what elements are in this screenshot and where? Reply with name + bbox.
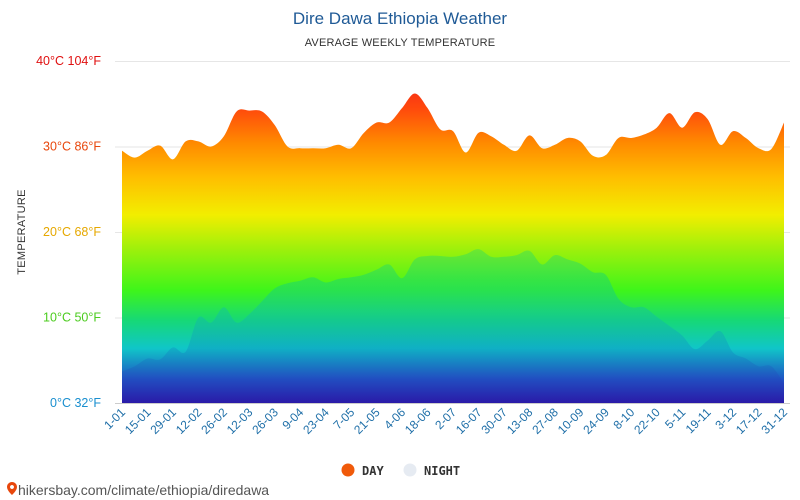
x-tick-label: 29-01 [147, 405, 179, 437]
x-tick-label: 22-10 [631, 405, 663, 437]
footer-url[interactable]: hikersbay.com/climate/ethiopia/diredawa [18, 482, 269, 498]
legend-night-marker [403, 463, 417, 477]
legend-night-label: NIGHT [424, 464, 460, 478]
y-tick-label: 30°C 86°F [43, 140, 101, 154]
y-tick-label: 40°C 104°F [36, 54, 101, 68]
y-axis-ticks: 0°C 32°F 10°C 50°F 20°C 68°F 30°C 86°F 40°C … [36, 54, 101, 410]
x-tick-label: 12-03 [224, 405, 256, 437]
y-tick-label: 20°C 68°F [43, 225, 101, 239]
legend-day-marker [341, 463, 355, 477]
x-tick-label: 15-01 [122, 405, 154, 437]
x-tick-label: 30-07 [478, 405, 510, 437]
x-tick-label: 27-08 [529, 405, 561, 437]
legend-item-day[interactable]: DAY [341, 463, 385, 479]
map-pin-icon [7, 482, 17, 495]
x-tick-label: 26-03 [249, 405, 281, 437]
x-tick-label: 19-11 [683, 405, 714, 436]
x-tick-label: 24-09 [580, 405, 612, 437]
y-axis-label: TEMPERATURE [16, 189, 28, 275]
x-tick-label: 26-02 [198, 405, 230, 437]
chart-subtitle: AVERAGE WEEKLY TEMPERATURE [305, 37, 496, 49]
x-tick-label: 12-02 [173, 405, 205, 437]
legend-day-label: DAY [362, 464, 384, 478]
y-tick-label: 10°C 50°F [43, 311, 101, 325]
x-tick-label: 21-05 [351, 405, 383, 437]
x-tick-label: 18-06 [402, 405, 434, 437]
legend-item-night[interactable]: NIGHT [403, 463, 461, 479]
night-series-area [122, 249, 784, 403]
legend: DAY NIGHT [341, 463, 461, 479]
x-tick-label: 31-12 [759, 405, 791, 437]
y-tick-label: 0°C 32°F [50, 396, 101, 410]
chart-title: Dire Dawa Ethiopia Weather [293, 9, 508, 28]
x-tick-label: 16-07 [453, 405, 485, 437]
x-tick-label: 17-12 [733, 405, 765, 437]
x-tick-label: 10-09 [555, 405, 587, 437]
x-tick-label: 13-08 [504, 405, 536, 437]
x-tick-label: 23-04 [300, 405, 332, 437]
x-axis-ticks: 1-0115-0129-0112-0226-0212-0326-039-0423… [101, 405, 790, 437]
footer-link[interactable]: hikersbay.com/climate/ethiopia/diredawa [7, 482, 269, 498]
